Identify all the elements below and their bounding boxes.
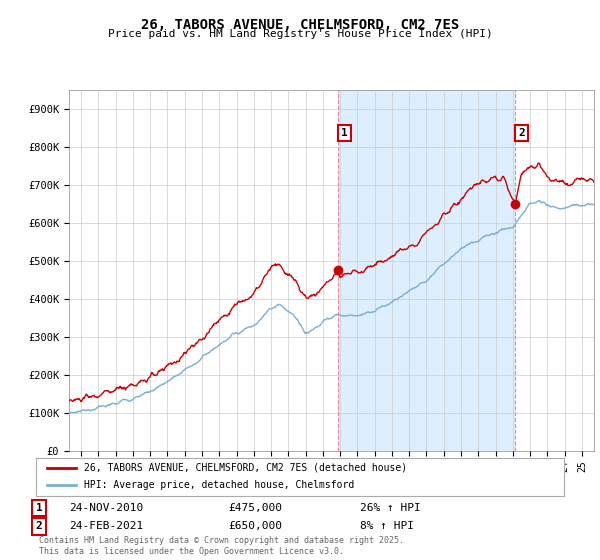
Text: 26, TABORS AVENUE, CHELMSFORD, CM2 7ES (detached house): 26, TABORS AVENUE, CHELMSFORD, CM2 7ES (… bbox=[83, 463, 407, 473]
Text: £475,000: £475,000 bbox=[228, 503, 282, 513]
Text: 2: 2 bbox=[518, 128, 525, 138]
Text: £650,000: £650,000 bbox=[228, 521, 282, 531]
Text: 1: 1 bbox=[35, 503, 43, 513]
Text: 24-FEB-2021: 24-FEB-2021 bbox=[69, 521, 143, 531]
Bar bbox=[338, 90, 515, 451]
Text: 8% ↑ HPI: 8% ↑ HPI bbox=[360, 521, 414, 531]
Text: 2: 2 bbox=[35, 521, 43, 531]
Text: HPI: Average price, detached house, Chelmsford: HPI: Average price, detached house, Chel… bbox=[83, 480, 354, 491]
Text: 1: 1 bbox=[341, 128, 348, 138]
Text: Price paid vs. HM Land Registry's House Price Index (HPI): Price paid vs. HM Land Registry's House … bbox=[107, 29, 493, 39]
Text: Contains HM Land Registry data © Crown copyright and database right 2025.
This d: Contains HM Land Registry data © Crown c… bbox=[39, 536, 404, 556]
Text: 26, TABORS AVENUE, CHELMSFORD, CM2 7ES: 26, TABORS AVENUE, CHELMSFORD, CM2 7ES bbox=[141, 18, 459, 32]
Text: 24-NOV-2010: 24-NOV-2010 bbox=[69, 503, 143, 513]
Text: 26% ↑ HPI: 26% ↑ HPI bbox=[360, 503, 421, 513]
